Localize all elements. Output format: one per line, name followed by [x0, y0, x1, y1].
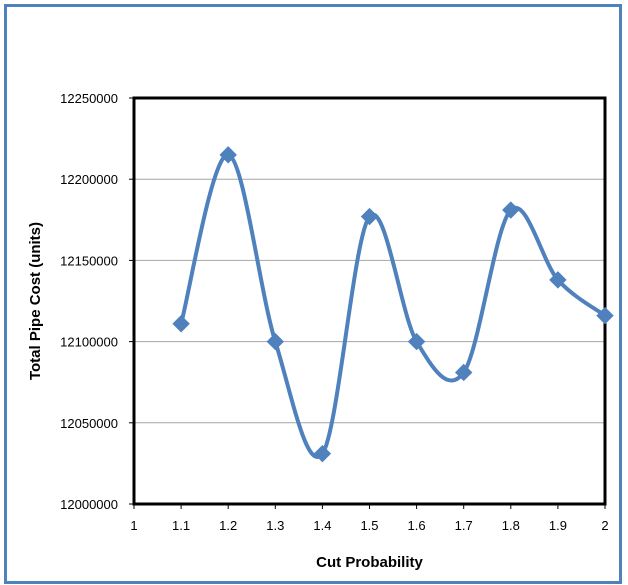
x-tick-label: 1.6 [408, 518, 426, 533]
plot-area [132, 96, 607, 506]
data-point-marker [266, 332, 285, 351]
x-tick-label: 1.1 [172, 518, 190, 533]
series-line [179, 152, 607, 459]
y-tick-label: 12150000 [60, 253, 118, 268]
x-tick-label: 1.9 [549, 518, 567, 533]
data-point-marker [407, 332, 426, 351]
data-point-marker [313, 444, 332, 463]
x-tick-label: 1.2 [219, 518, 237, 533]
data-point-marker [219, 146, 237, 164]
y-axis-title: Total Pipe Cost (units) [27, 222, 44, 380]
x-tick-label: 1.8 [502, 518, 520, 533]
data-point-marker [596, 306, 614, 325]
x-tick-label: 2 [601, 518, 608, 533]
x-tick-label: 1.3 [266, 518, 284, 533]
chart-frame [4, 4, 622, 584]
data-point-marker [360, 207, 379, 226]
x-tick-label: 1.4 [313, 518, 331, 533]
y-axis-ticks: 12000000 12050000 12100000 12150000 12200000… [60, 91, 134, 512]
x-axis-ticks: 1 1.1 1.2 1.3 1.4 1.5 1.6 1.7 1.8 1.9 2 [130, 504, 609, 533]
y-tick-label: 12250000 [60, 91, 118, 106]
x-tick-label: 1.7 [455, 518, 473, 533]
y-tick-label: 12200000 [60, 172, 118, 187]
y-tick-label: 12000000 [60, 497, 118, 512]
data-point-marker [454, 363, 473, 382]
x-axis-title: Cut Probability [316, 554, 423, 571]
x-tick-label: 1.5 [360, 518, 378, 533]
data-point-marker [172, 315, 190, 333]
data-point-marker [502, 201, 520, 219]
data-point-marker [549, 271, 567, 289]
y-tick-label: 12050000 [60, 416, 118, 431]
series-markers [172, 146, 614, 463]
y-tick-label: 12100000 [60, 335, 118, 350]
x-tick-label: 1 [130, 518, 137, 533]
gridlines [134, 178, 605, 424]
